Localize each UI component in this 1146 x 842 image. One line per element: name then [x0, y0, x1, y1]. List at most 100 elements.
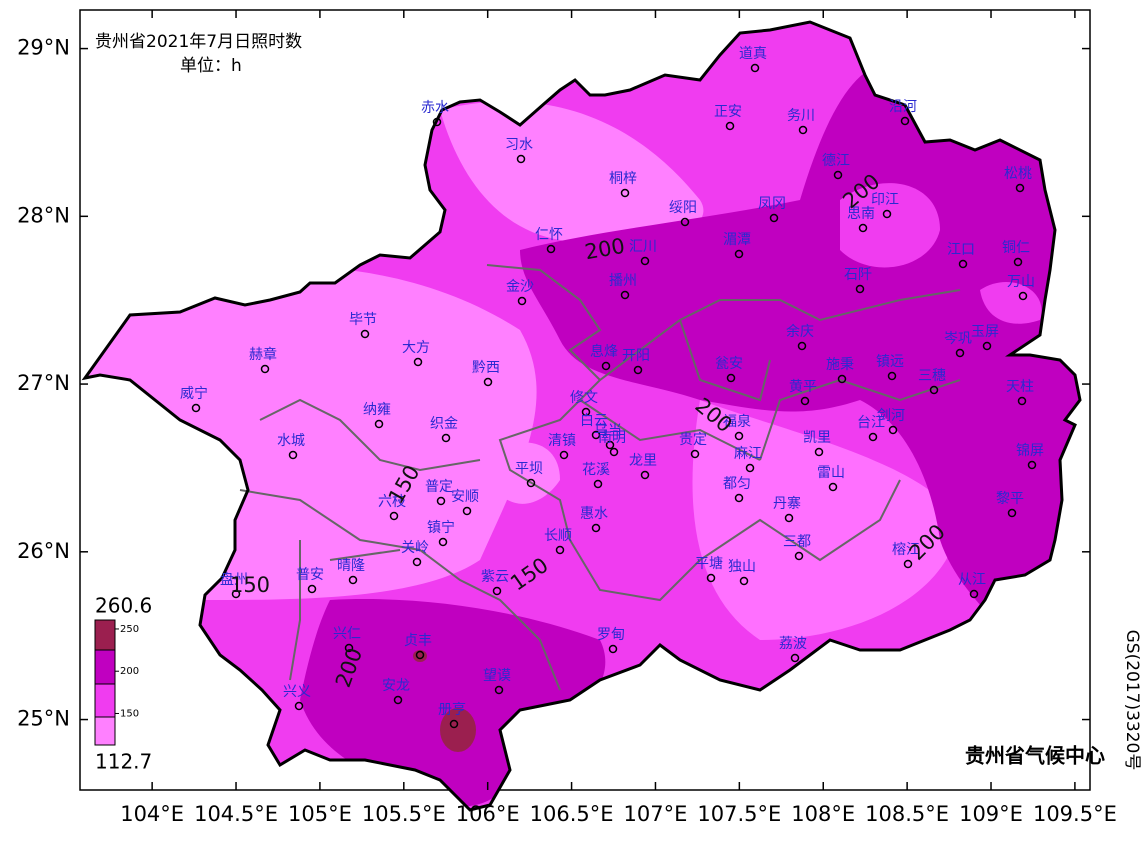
station-marker	[526, 478, 536, 488]
x-tick-label: 105.5°E	[362, 802, 446, 826]
station-marker	[769, 213, 779, 223]
station-marker	[929, 385, 939, 395]
legend-tick-label: 150	[120, 708, 139, 719]
station-marker	[794, 551, 804, 561]
station-name: 江口	[947, 242, 975, 258]
station-name: 德江	[822, 153, 850, 169]
station-name: 纳雍	[363, 402, 391, 418]
station-marker	[734, 431, 744, 441]
station-name: 赫章	[249, 346, 277, 363]
station-marker	[307, 584, 317, 594]
station-name: 榕江	[892, 542, 920, 558]
station-marker	[412, 557, 422, 567]
station-marker	[982, 341, 992, 351]
station-marker	[559, 450, 569, 460]
station-marker	[955, 348, 965, 358]
station-marker	[483, 377, 493, 387]
station-marker	[800, 396, 810, 406]
county-borders	[239, 264, 961, 691]
station-name: 水城	[277, 433, 305, 449]
station-name: 务川	[787, 108, 815, 124]
station-name: 万山	[1007, 274, 1035, 290]
x-tick-label: 107°E	[624, 802, 688, 826]
station-name: 荔波	[779, 636, 807, 652]
station-marker	[581, 407, 591, 417]
station-name: 播州	[609, 273, 637, 289]
x-tick-label: 108.5°E	[865, 802, 949, 826]
station-marker	[958, 259, 968, 269]
station-marker	[706, 573, 716, 583]
station-marker	[1017, 396, 1027, 406]
station-marker	[601, 361, 611, 371]
station-name: 镇宁	[427, 519, 455, 536]
x-tick-label: 109.5°E	[1033, 802, 1117, 826]
station-name: 雷山	[817, 465, 845, 481]
legend-tick-label: 250	[120, 624, 139, 635]
station-name: 凯里	[803, 430, 831, 446]
legend-swatch	[94, 649, 116, 685]
station-name: 镇远	[876, 354, 904, 370]
y-tick-label: 28°N	[17, 203, 70, 227]
station-name: 威宁	[180, 385, 208, 402]
station-name: 册亨	[438, 701, 466, 718]
approval-number: GS(2017)3320号	[1122, 630, 1142, 771]
station-marker	[438, 537, 448, 547]
station-marker	[462, 506, 472, 516]
station-marker	[1018, 291, 1028, 301]
station-marker	[745, 463, 755, 473]
station-name: 晴隆	[337, 558, 365, 574]
y-tick-label: 26°N	[17, 539, 70, 563]
station-marker	[492, 586, 502, 596]
station-marker	[680, 217, 690, 227]
station-marker	[868, 432, 878, 442]
station-name: 丹寨	[773, 495, 801, 512]
station-marker	[900, 116, 910, 126]
station-marker	[413, 357, 423, 367]
station-name: 麻江	[734, 446, 762, 462]
station-name: 台江	[857, 415, 885, 431]
station-name: 印江	[871, 192, 899, 208]
station-marker	[750, 63, 760, 73]
station-marker	[374, 419, 384, 429]
station-name: 从江	[958, 572, 986, 588]
legend-swatch	[94, 716, 116, 746]
station-name: 三穗	[918, 368, 946, 384]
station-marker	[784, 513, 794, 523]
station-name: 花溪	[582, 462, 610, 478]
station-marker	[797, 341, 807, 351]
station-marker	[294, 701, 304, 711]
station-marker	[620, 188, 630, 198]
y-tick-label: 27°N	[17, 371, 70, 395]
station-name: 六枝	[378, 494, 406, 510]
station-name: 贞丰	[404, 632, 432, 649]
station-name: 息烽	[590, 343, 618, 360]
station-marker	[593, 479, 603, 489]
station-marker	[640, 470, 650, 480]
contour-label: 150	[230, 573, 270, 597]
station-name: 余庆	[786, 323, 814, 340]
legend-swatch	[94, 683, 116, 718]
x-tick-label: 109°E	[959, 802, 1023, 826]
x-tick-label: 107.5°E	[697, 802, 781, 826]
station-marker	[609, 447, 619, 457]
station-marker	[449, 719, 459, 729]
title: 贵州省2021年7月日照时数	[95, 32, 302, 52]
station-marker	[620, 290, 630, 300]
station-name: 望谟	[483, 668, 511, 684]
x-tick-label: 105°E	[288, 802, 352, 826]
station-name: 汇川	[629, 239, 657, 255]
station-marker	[608, 644, 618, 654]
station-marker	[1007, 508, 1017, 518]
x-tick-label: 104.5°E	[194, 802, 278, 826]
legend-tick-label: 200	[120, 666, 139, 677]
station-marker	[393, 695, 403, 705]
legend-max: 260.6	[95, 594, 152, 618]
station-marker	[516, 154, 526, 164]
station-marker	[734, 249, 744, 259]
station-marker	[546, 244, 556, 254]
station-name: 黄平	[789, 378, 817, 395]
station-name: 绥阳	[669, 200, 697, 216]
station-marker	[828, 482, 838, 492]
station-name: 沿河	[889, 99, 917, 115]
